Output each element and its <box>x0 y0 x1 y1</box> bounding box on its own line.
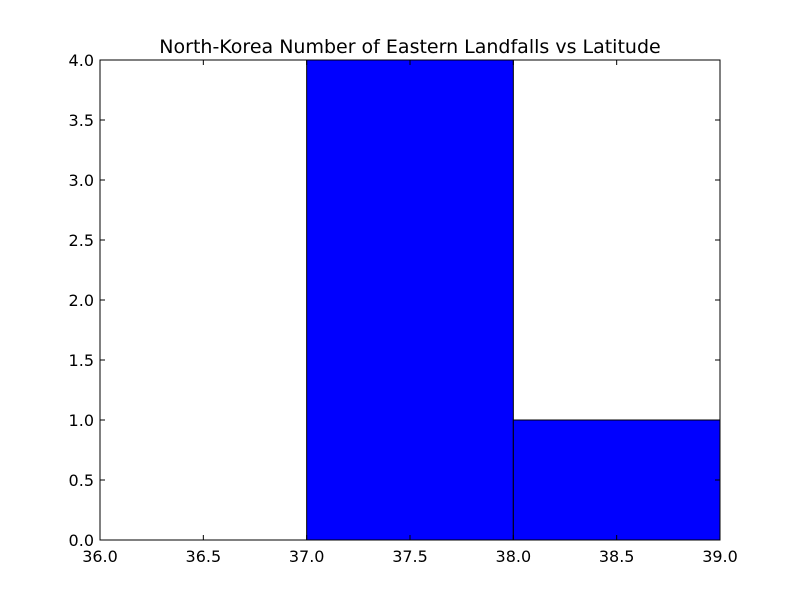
plot-frame <box>99 59 721 541</box>
histogram-bar-2 <box>512 419 721 541</box>
x-tick-label: 38.5 <box>599 547 635 566</box>
y-tick-label: 2.0 <box>69 291 94 310</box>
y-tick-label: 0.0 <box>69 531 94 550</box>
x-tick-label: 37.5 <box>392 547 428 566</box>
y-tick-label: 3.0 <box>69 171 94 190</box>
ticks-group: 36.0 36.5 37.0 37.5 38.0 38.5 39.0 0.0 0.5 1.0 1.5… <box>69 51 738 566</box>
x-tick-label: 38.0 <box>496 547 532 566</box>
bars-group <box>306 59 721 541</box>
y-tick-label: 3.5 <box>69 111 94 130</box>
y-tick-label: 1.5 <box>69 351 94 370</box>
x-tick-label: 39.0 <box>702 547 738 566</box>
chart-title: North-Korea Number of Eastern Landfalls … <box>159 36 660 58</box>
x-tick-label: 36.0 <box>82 547 118 566</box>
y-tick-label: 0.5 <box>69 471 94 490</box>
histogram-bar-1 <box>306 59 514 541</box>
x-tick-label: 37.0 <box>289 547 325 566</box>
y-tick-label: 1.0 <box>69 411 94 430</box>
y-tick-label: 2.5 <box>69 231 94 250</box>
y-tick-label: 4.0 <box>69 51 94 70</box>
x-tick-label: 36.5 <box>186 547 222 566</box>
